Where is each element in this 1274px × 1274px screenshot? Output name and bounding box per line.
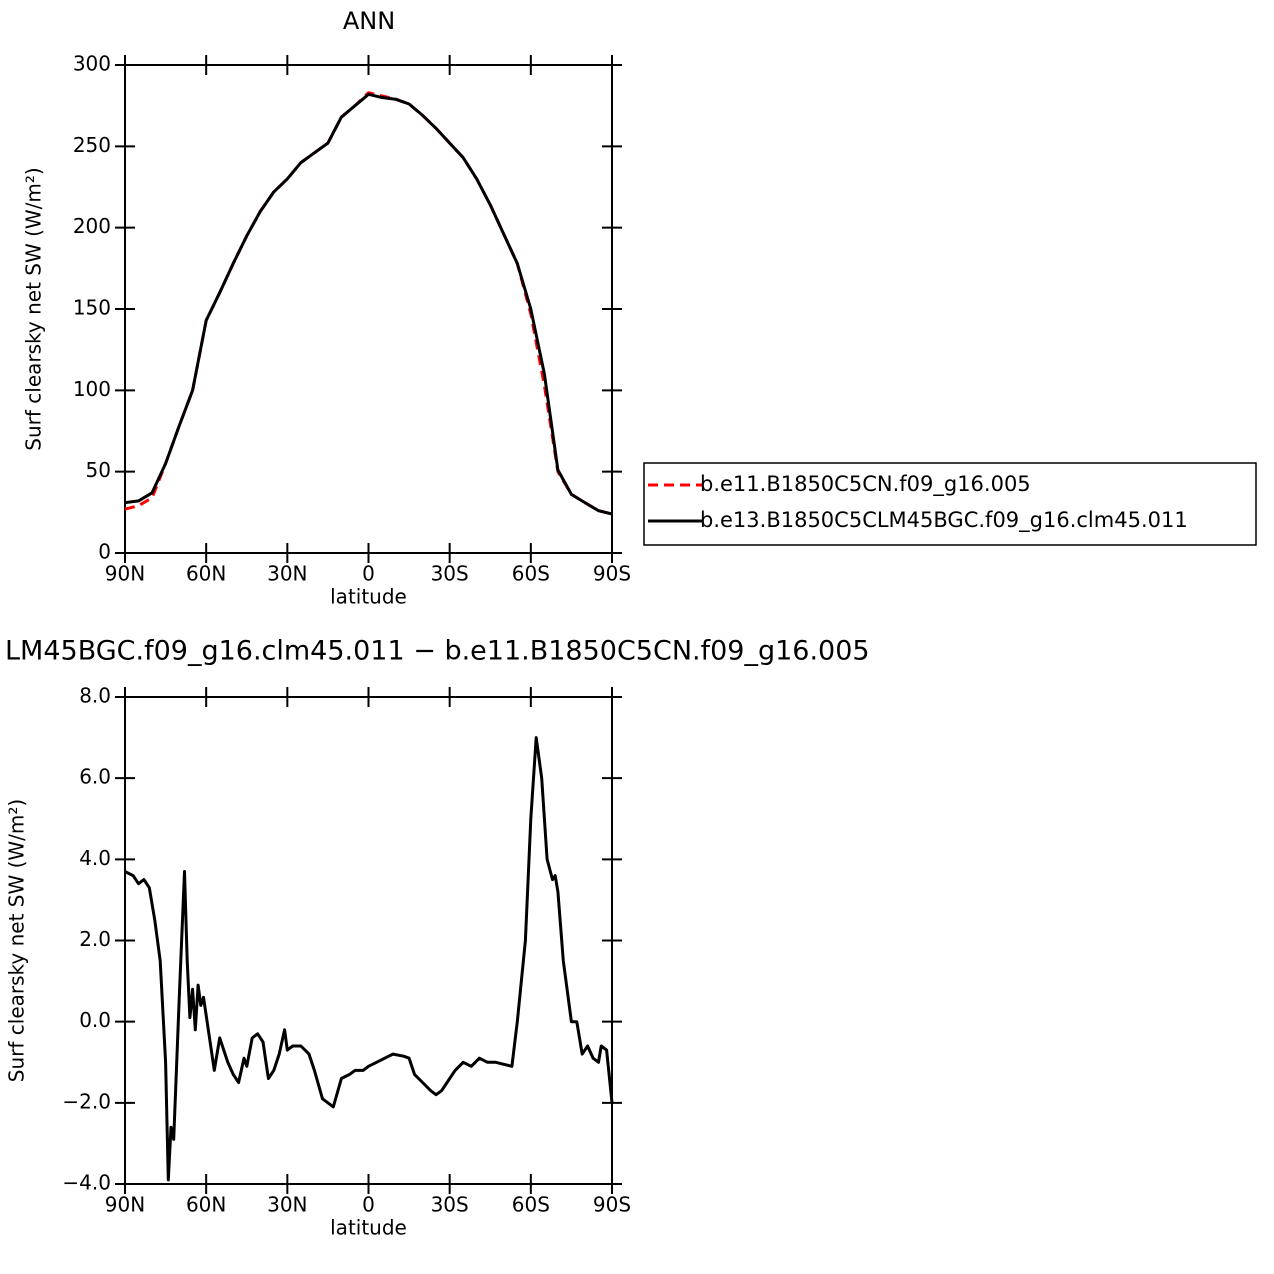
y-tick-label: 2.0 [79, 927, 111, 951]
x-tick-label: 90N [105, 562, 145, 586]
y-tick-label: 0 [98, 540, 111, 564]
x-tick-label: 30N [267, 1193, 307, 1217]
y-tick-label: −4.0 [62, 1171, 111, 1195]
x-axis-label: latitude [330, 1216, 407, 1240]
y-tick-label: 200 [73, 214, 111, 238]
y-tick-label: 50 [86, 458, 111, 482]
data-line [124, 736, 614, 1182]
x-tick-label: 30S [431, 1193, 469, 1217]
y-tick-label: 150 [73, 296, 111, 320]
legend-label: b.e11.B1850C5CN.f09_g16.005 [700, 472, 1031, 497]
data-line [124, 92, 613, 516]
y-axis-label: Surf clearsky net SW (W/m²) [5, 799, 29, 1082]
x-tick-label: 60S [512, 1193, 550, 1217]
x-axis-label: latitude [330, 585, 407, 609]
x-tick-label: 30N [267, 562, 307, 586]
x-tick-label: 0 [362, 1193, 375, 1217]
data-line [124, 91, 613, 516]
y-axis-label: Surf clearsky net SW (W/m²) [22, 167, 46, 450]
x-tick-label: 90S [593, 1193, 631, 1217]
y-tick-label: 250 [73, 133, 111, 157]
y-tick-label: −2.0 [62, 1089, 111, 1113]
x-tick-label: 60N [186, 562, 226, 586]
y-tick-label: 8.0 [79, 684, 111, 708]
x-tick-label: 30S [431, 562, 469, 586]
plot-frame [124, 64, 613, 554]
y-tick-label: 4.0 [79, 846, 111, 870]
y-tick-label: 300 [73, 52, 111, 76]
x-tick-label: 90N [105, 1193, 145, 1217]
chart-title: ANN [343, 7, 395, 35]
y-tick-label: 0.0 [79, 1008, 111, 1032]
legend-box [643, 462, 1257, 546]
x-tick-label: 90S [593, 562, 631, 586]
x-tick-label: 60S [512, 562, 550, 586]
x-tick-label: 60N [186, 1193, 226, 1217]
y-tick-label: 6.0 [79, 765, 111, 789]
chart-title: LM45BGC.f09_g16.clm45.011 − b.e11.B1850C… [5, 636, 870, 667]
legend-label: b.e13.B1850C5CLM45BGC.f09_g16.clm45.011 [700, 508, 1188, 533]
x-tick-label: 0 [362, 562, 375, 586]
y-tick-label: 100 [73, 377, 111, 401]
plot-frame [124, 696, 613, 1185]
